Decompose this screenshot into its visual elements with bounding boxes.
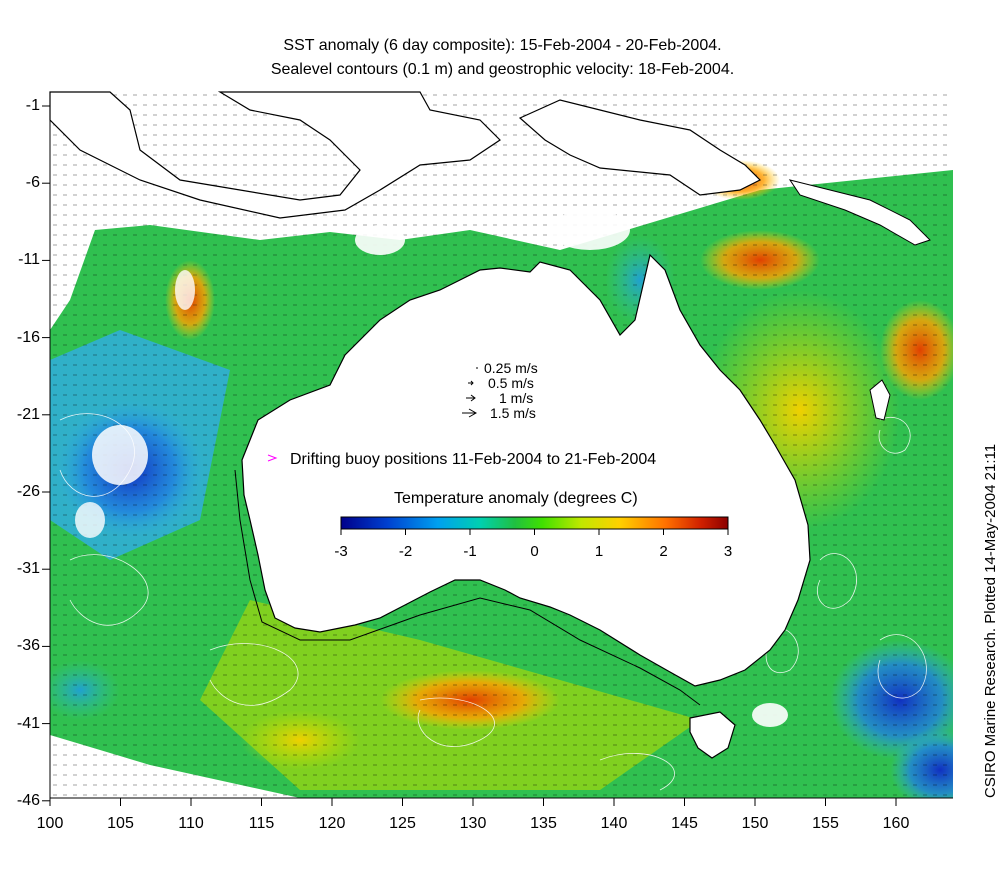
x-tick-label: 110 <box>178 815 204 832</box>
buoy-marker-icon <box>267 454 278 462</box>
map-subtitle: Sealevel contours (0.1 m) and geostrophi… <box>270 61 735 78</box>
shelf-contour <box>234 469 701 706</box>
velocity-legend-arrows <box>462 367 478 418</box>
y-tick-label: -1 <box>25 97 40 114</box>
x-tick-label: 160 <box>882 815 910 832</box>
y-tick-label: -41 <box>16 714 40 732</box>
y-tick-label: -21 <box>16 405 40 423</box>
colorbar-tick-label: -1 <box>463 543 477 560</box>
y-tick-label: -11 <box>18 251 40 269</box>
indonesia-landmass <box>49 91 501 219</box>
map-title: SST anomaly (6 day composite): 15-Feb-20… <box>283 37 722 54</box>
x-tick-label: 130 <box>459 815 487 832</box>
x-tick-label: 105 <box>107 815 134 832</box>
y-tick-label: -46 <box>16 791 40 809</box>
velocity-legend-0.5: 0.5 m/s <box>488 375 534 391</box>
y-tick-label: -16 <box>16 328 40 346</box>
buoy-legend-label: Drifting buoy positions 11-Feb-2004 to 2… <box>290 451 657 468</box>
australia-landmass <box>241 253 811 687</box>
velocity-legend-0.25: 0.25 m/s <box>484 360 538 376</box>
y-tick-label: -31 <box>16 560 40 578</box>
colorbar-tick-label: 3 <box>723 543 733 560</box>
colorbar-tick-label: 0 <box>530 543 539 560</box>
new-guinea-landmass <box>518 99 762 196</box>
credit-text: CSIRO Marine Research. Plotted 14-May-20… <box>982 443 999 798</box>
colorbar-title: Temperature anomaly (degrees C) <box>394 490 638 507</box>
x-tick-label: 100 <box>36 815 64 832</box>
tasmania-landmass <box>689 711 736 759</box>
y-tick-marks <box>42 105 50 802</box>
solomon-islands <box>788 179 931 246</box>
missing-data-patches <box>75 210 788 727</box>
sealevel-contours <box>59 413 927 791</box>
colorbar-tick-label: 2 <box>659 543 668 560</box>
x-tick-label: 115 <box>248 815 275 832</box>
colorbar-tick-marks <box>340 529 729 535</box>
x-tick-label: 150 <box>741 815 769 832</box>
new-caledonia <box>869 379 891 421</box>
colorbar-gradient <box>340 516 729 530</box>
x-tick-label: 135 <box>530 815 557 832</box>
x-tick-marks <box>49 798 897 806</box>
y-tick-label: -6 <box>25 174 40 192</box>
x-tick-label: 155 <box>812 815 839 832</box>
y-tick-label: -26 <box>16 483 40 500</box>
velocity-legend-1.5: 1.5 m/s <box>490 405 536 421</box>
colorbar-tick-label: 1 <box>594 543 604 560</box>
colorbar-tick-label: -3 <box>334 543 348 560</box>
colorbar-tick-label: -2 <box>398 543 413 560</box>
x-tick-label: 140 <box>600 815 628 832</box>
x-tick-label: 125 <box>389 815 416 832</box>
x-tick-label: 120 <box>318 815 346 832</box>
velocity-legend-1: 1 m/s <box>499 390 534 406</box>
x-tick-label: 145 <box>671 815 698 832</box>
y-tick-label: -36 <box>16 637 40 655</box>
